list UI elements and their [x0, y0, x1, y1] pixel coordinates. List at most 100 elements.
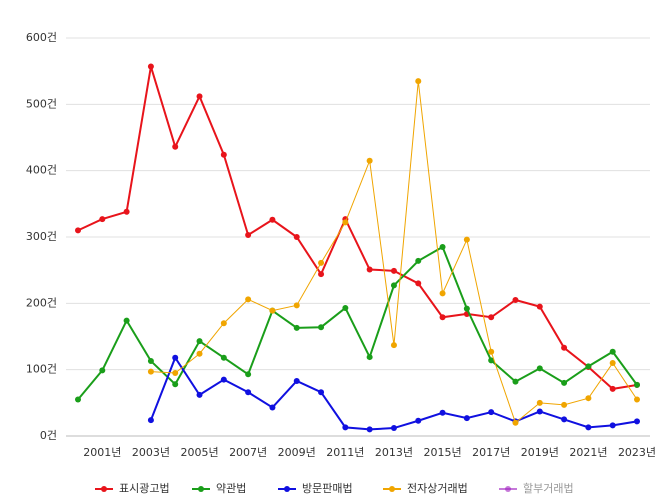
data-point: [585, 395, 592, 402]
data-point: [75, 396, 81, 403]
data-point: [488, 357, 495, 364]
x-tick-label: 2013년: [375, 446, 413, 459]
x-tick-label: 2021년: [569, 446, 607, 459]
data-point: [512, 297, 519, 304]
data-point: [415, 280, 422, 287]
legend-swatch-dot: [101, 486, 107, 492]
data-point: [172, 354, 179, 361]
data-point: [220, 151, 227, 158]
data-point: [439, 314, 446, 321]
data-point: [75, 227, 81, 234]
data-point: [609, 385, 616, 392]
data-point: [220, 354, 227, 361]
series-line: [150, 81, 638, 424]
data-point: [245, 389, 252, 396]
data-point: [536, 399, 543, 406]
data-point: [634, 396, 640, 403]
legend-label[interactable]: 약관법: [216, 481, 246, 495]
legend-swatch-dot: [505, 486, 511, 492]
data-point: [585, 363, 592, 370]
y-tick-label: 600건: [26, 31, 57, 44]
data-point: [561, 416, 568, 423]
data-point: [366, 354, 373, 361]
data-point: [99, 367, 106, 374]
data-point: [561, 344, 568, 351]
data-point: [220, 320, 227, 327]
legend-label[interactable]: 표시광고법: [119, 482, 170, 495]
x-tick-label: 2015년: [424, 446, 462, 459]
data-point: [390, 282, 397, 289]
data-point: [172, 143, 179, 150]
data-point: [123, 208, 130, 215]
x-tick-label: 2005년: [180, 446, 218, 459]
data-point: [318, 271, 325, 278]
x-tick-label: 2023년: [618, 446, 656, 459]
data-point: [609, 360, 616, 367]
data-point: [609, 348, 616, 355]
data-point: [318, 389, 325, 396]
data-point: [463, 415, 470, 422]
legend-swatch-dot: [284, 486, 290, 492]
data-point: [634, 418, 640, 425]
data-point: [196, 350, 203, 357]
x-tick-label: 2011년: [326, 446, 364, 459]
data-point: [366, 426, 373, 433]
data-point: [196, 338, 203, 345]
data-point: [293, 324, 300, 331]
data-point: [415, 417, 422, 424]
series-line: [77, 66, 638, 390]
data-point: [196, 93, 203, 100]
data-point: [342, 304, 349, 311]
data-point: [342, 424, 349, 431]
data-point: [463, 236, 470, 243]
data-point: [269, 307, 276, 314]
data-point: [147, 63, 154, 70]
data-point: [245, 296, 252, 303]
data-point: [634, 381, 640, 388]
legend-label[interactable]: 방문판매법: [302, 482, 353, 495]
y-tick-label: 100건: [26, 363, 57, 376]
legend-swatch-dot: [389, 486, 395, 492]
data-point: [269, 404, 276, 411]
data-point: [318, 324, 325, 331]
data-point: [439, 409, 446, 416]
data-point: [390, 342, 397, 349]
data-point: [147, 358, 154, 365]
x-tick-label: 2019년: [521, 446, 559, 459]
y-tick-label: 400건: [26, 164, 57, 177]
data-point: [561, 401, 568, 408]
data-point: [439, 290, 446, 297]
y-tick-label: 200건: [26, 296, 57, 309]
data-point: [220, 376, 227, 383]
data-point: [585, 424, 592, 431]
legend-label[interactable]: 전자상거래법: [407, 482, 468, 495]
data-point: [488, 409, 495, 416]
data-point: [488, 314, 495, 321]
legend-label[interactable]: 할부거래법: [523, 482, 574, 495]
data-point: [561, 379, 568, 386]
data-point: [536, 408, 543, 415]
data-point: [245, 371, 252, 378]
data-point: [512, 419, 519, 426]
data-point: [439, 243, 446, 250]
data-point: [147, 368, 154, 375]
data-point: [415, 78, 422, 85]
data-point: [463, 305, 470, 312]
x-tick-label: 2001년: [83, 446, 121, 459]
series-line: [77, 245, 638, 401]
data-point: [172, 369, 179, 376]
data-point: [123, 317, 130, 324]
y-tick-label: 0건: [40, 429, 57, 442]
data-point: [366, 266, 373, 273]
data-point: [196, 391, 203, 398]
data-point: [609, 422, 616, 429]
y-tick-label: 500건: [26, 97, 57, 110]
data-point: [488, 348, 495, 355]
y-tick-label: 300건: [26, 230, 57, 243]
data-point: [536, 303, 543, 310]
data-point: [293, 234, 300, 240]
x-tick-label: 2009년: [278, 446, 316, 459]
data-point: [269, 216, 276, 223]
x-tick-label: 2017년: [472, 446, 510, 459]
